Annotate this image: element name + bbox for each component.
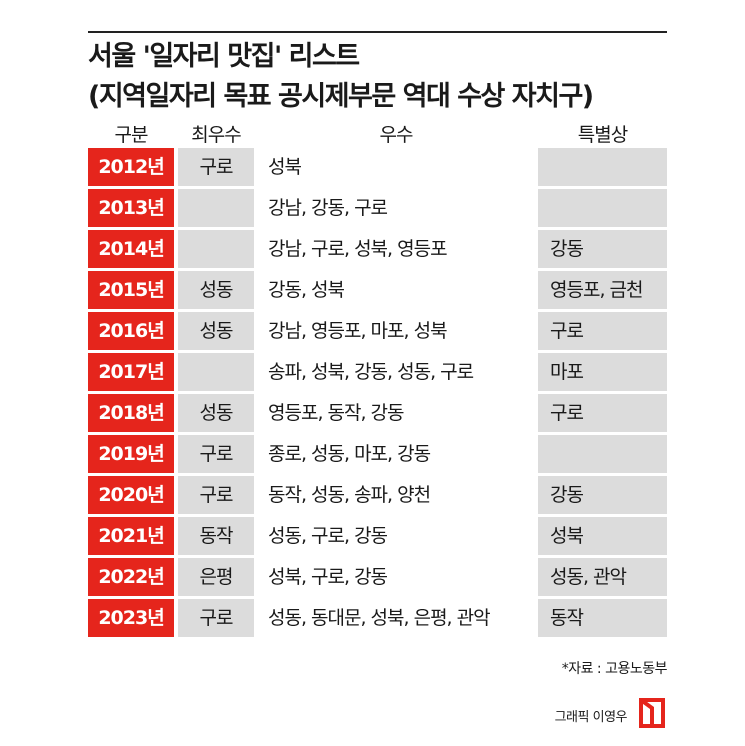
best-cell: 구로 <box>178 435 254 473</box>
best-cell <box>178 189 254 227</box>
excellent-cell: 강남, 강동, 구로 <box>258 189 534 227</box>
year-cell: 2021년 <box>88 517 174 555</box>
awards-table: 2012년 구로 성북 2013년 강남, 강동, 구로 2014년 강남, 구… <box>88 148 667 640</box>
special-cell: 마포 <box>538 353 667 391</box>
year-cell: 2014년 <box>88 230 174 268</box>
year-cell: 2018년 <box>88 394 174 432</box>
excellent-cell: 성동, 구로, 강동 <box>258 517 534 555</box>
best-cell: 구로 <box>178 599 254 637</box>
excellent-cell: 강남, 구로, 성북, 영등포 <box>258 230 534 268</box>
excellent-cell: 송파, 성북, 강동, 성동, 구로 <box>258 353 534 391</box>
page-subtitle: (지역일자리 목표 공시제부문 역대 수상 자치구) <box>88 81 594 112</box>
graphic-credit: 그래픽 이영우 <box>554 710 628 725</box>
table-row: 2019년 구로 종로, 성동, 마포, 강동 <box>88 435 667 473</box>
excellent-cell: 성북 <box>258 148 534 186</box>
best-cell: 성동 <box>178 394 254 432</box>
special-cell <box>538 189 667 227</box>
special-cell: 영등포, 금천 <box>538 271 667 309</box>
year-cell: 2017년 <box>88 353 174 391</box>
excellent-cell: 종로, 성동, 마포, 강동 <box>258 435 534 473</box>
publisher-logo-icon <box>639 698 665 728</box>
table-row: 2021년 동작 성동, 구로, 강동 성북 <box>88 517 667 555</box>
table-row: 2023년 구로 성동, 동대문, 성북, 은평, 관악 동작 <box>88 599 667 637</box>
special-cell: 동작 <box>538 599 667 637</box>
special-cell: 강동 <box>538 476 667 514</box>
year-cell: 2016년 <box>88 312 174 350</box>
best-cell: 성동 <box>178 271 254 309</box>
special-cell <box>538 148 667 186</box>
best-cell: 은평 <box>178 558 254 596</box>
year-cell: 2015년 <box>88 271 174 309</box>
table-row: 2012년 구로 성북 <box>88 148 667 186</box>
table-row: 2015년 성동 강동, 성북 영등포, 금천 <box>88 271 667 309</box>
year-cell: 2019년 <box>88 435 174 473</box>
special-cell: 성동, 관악 <box>538 558 667 596</box>
year-cell: 2012년 <box>88 148 174 186</box>
best-cell: 구로 <box>178 148 254 186</box>
page-title: 서울 '일자리 맛집' 리스트 <box>88 41 360 72</box>
excellent-cell: 동작, 성동, 송파, 양천 <box>258 476 534 514</box>
year-cell: 2020년 <box>88 476 174 514</box>
column-header-excellent: 우수 <box>379 124 414 146</box>
special-cell <box>538 435 667 473</box>
table-header: 구분 최우수 우수 특별상 <box>88 118 667 146</box>
excellent-cell: 강동, 성북 <box>258 271 534 309</box>
special-cell: 강동 <box>538 230 667 268</box>
best-cell: 구로 <box>178 476 254 514</box>
column-header-special: 특별상 <box>577 124 628 146</box>
year-cell: 2013년 <box>88 189 174 227</box>
table-row: 2020년 구로 동작, 성동, 송파, 양천 강동 <box>88 476 667 514</box>
best-cell: 동작 <box>178 517 254 555</box>
table-row: 2014년 강남, 구로, 성북, 영등포 강동 <box>88 230 667 268</box>
excellent-cell: 성북, 구로, 강동 <box>258 558 534 596</box>
table-row: 2013년 강남, 강동, 구로 <box>88 189 667 227</box>
table-row: 2018년 성동 영등포, 동작, 강동 구로 <box>88 394 667 432</box>
best-cell <box>178 230 254 268</box>
excellent-cell: 성동, 동대문, 성북, 은평, 관악 <box>258 599 534 637</box>
special-cell: 구로 <box>538 312 667 350</box>
top-rule <box>88 31 667 33</box>
column-header-year: 구분 <box>114 124 149 146</box>
table-row: 2017년 송파, 성북, 강동, 성동, 구로 마포 <box>88 353 667 391</box>
special-cell: 구로 <box>538 394 667 432</box>
column-header-best: 최우수 <box>191 124 241 146</box>
year-cell: 2023년 <box>88 599 174 637</box>
best-cell <box>178 353 254 391</box>
excellent-cell: 강남, 영등포, 마포, 성북 <box>258 312 534 350</box>
best-cell: 성동 <box>178 312 254 350</box>
table-row: 2022년 은평 성북, 구로, 강동 성동, 관악 <box>88 558 667 596</box>
excellent-cell: 영등포, 동작, 강동 <box>258 394 534 432</box>
table-row: 2016년 성동 강남, 영등포, 마포, 성북 구로 <box>88 312 667 350</box>
source-note: *자료 : 고용노동부 <box>561 661 668 677</box>
special-cell: 성북 <box>538 517 667 555</box>
year-cell: 2022년 <box>88 558 174 596</box>
